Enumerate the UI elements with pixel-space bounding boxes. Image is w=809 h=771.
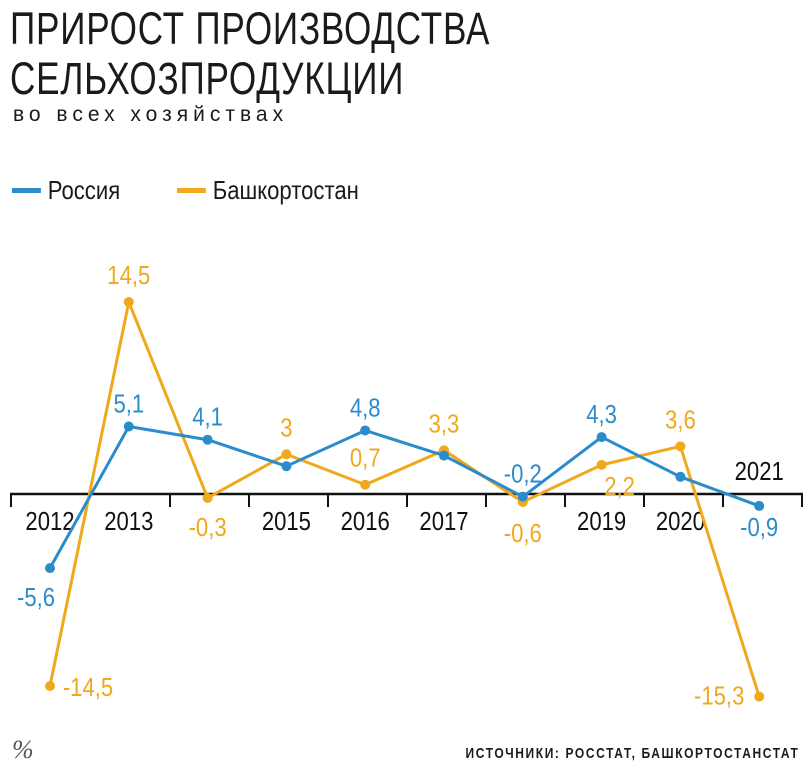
data-label: -0,9 [740,513,778,542]
unit-label: % [12,735,34,764]
legend-label-russia: Россия [47,175,121,205]
data-label: 14,5 [107,261,150,290]
legend-item-russia: Россия [12,175,120,206]
data-label: -0,2 [504,460,542,489]
data-point [45,680,55,691]
legend-swatch-bashkortostan [177,188,207,193]
series-line-russia [48,424,760,569]
legend-item-bashkortostan: Башкортостан [177,175,359,206]
data-label: 5,1 [113,390,144,419]
data-point [360,479,371,490]
chart-subtitle: во всех хозяйствах [13,103,289,126]
data-point [123,421,134,432]
legend-label-bashkortostan: Башкортостан [212,175,360,205]
legend: Россия Башкортостан [12,175,429,206]
data-point [596,432,607,443]
title-line-1: ПРИРОСТ ПРОИЗВОДСТВА [10,3,491,54]
data-point [281,449,292,460]
x-tick-label: 2019 [577,507,626,536]
x-tick-label: 2017 [419,507,468,536]
data-label: 0,7 [350,444,381,473]
data-label: -14,5 [63,673,113,702]
chart-title: ПРИРОСТ ПРОИЗВОДСТВА СЕЛЬХОЗПРОДУКЦИИ [10,4,490,104]
data-label: -5,6 [17,584,55,613]
x-tick-label: 2013 [104,507,153,536]
data-point [517,491,528,502]
data-point [675,441,686,452]
data-point [439,450,449,461]
x-tick-label: 2020 [656,507,705,536]
data-point [675,471,686,482]
x-tick-label: 2015 [262,507,311,536]
data-label: -0,6 [504,519,542,548]
series-line-bashkortostan [48,300,761,698]
x-tick-label: 2016 [341,507,390,536]
data-label: 2,2 [604,472,635,501]
x-tick-label: 2012 [25,507,74,536]
title-line-2: СЕЛЬХОЗПРОДУКЦИИ [10,53,405,104]
data-point [123,297,134,308]
x-tick-label: 2021 [735,457,784,486]
data-label: 4,3 [586,400,617,429]
data-label: 3,6 [665,406,696,435]
data-point [281,461,292,472]
legend-swatch-russia [12,188,41,193]
data-point [202,492,213,503]
data-label: -15,3 [694,682,744,711]
data-point [754,691,765,702]
data-point [45,563,55,574]
data-label: -0,3 [189,513,227,542]
data-label: 4,1 [192,403,223,432]
data-label: 3 [280,414,292,443]
data-label: 4,8 [350,394,381,423]
data-point [202,434,213,445]
source-note: ИСТОЧНИКИ: РОССТАТ, БАШКОРТОСТАНСТАТ [465,745,799,762]
data-label: 3,3 [429,410,460,439]
data-point [596,459,607,470]
data-point [360,425,371,436]
data-point [754,500,765,511]
